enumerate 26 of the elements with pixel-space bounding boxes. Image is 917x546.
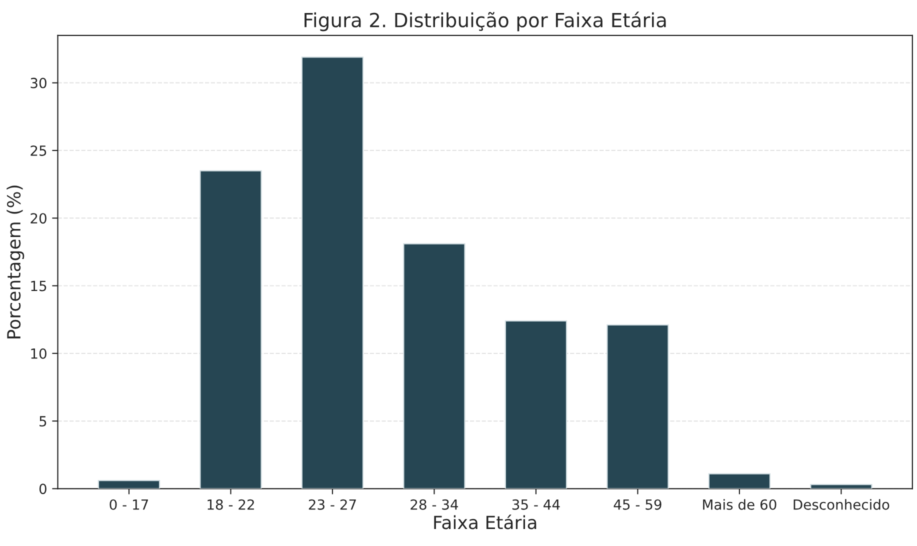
x-tick-label: 45 - 59: [614, 499, 662, 510]
bar: [301, 56, 364, 489]
bar: [810, 484, 872, 489]
bar: [606, 324, 669, 489]
y-tick-label: 10: [31, 348, 46, 359]
x-tick-label: 35 - 44: [512, 499, 560, 510]
x-tick-label: Mais de 60: [703, 499, 776, 510]
chart-title: Figura 2. Distribuição por Faixa Etária: [304, 12, 666, 32]
x-tick-label: 18 - 22: [208, 499, 254, 510]
y-tick-label: 0: [39, 484, 46, 494]
x-tick-label: 0 - 17: [110, 499, 148, 510]
bar: [708, 473, 771, 489]
x-tick-label: Desconhecido: [794, 499, 890, 510]
bar: [504, 320, 568, 489]
y-tick-label: 25: [30, 145, 46, 156]
bar: [403, 243, 466, 489]
x-tick-label: 28 - 34: [410, 499, 458, 510]
y-tick-label: 5: [40, 416, 46, 427]
y-tick-label: 15: [31, 280, 46, 292]
x-tick-label: 23 - 27: [308, 499, 356, 510]
y-tick-label: 30: [30, 78, 46, 88]
bar: [200, 170, 262, 489]
y-axis-title: Porcentagem (%): [6, 186, 24, 338]
bar: [98, 480, 160, 489]
y-tick-label: 20: [30, 213, 46, 224]
x-axis-title: Faixa Etária: [434, 514, 536, 530]
